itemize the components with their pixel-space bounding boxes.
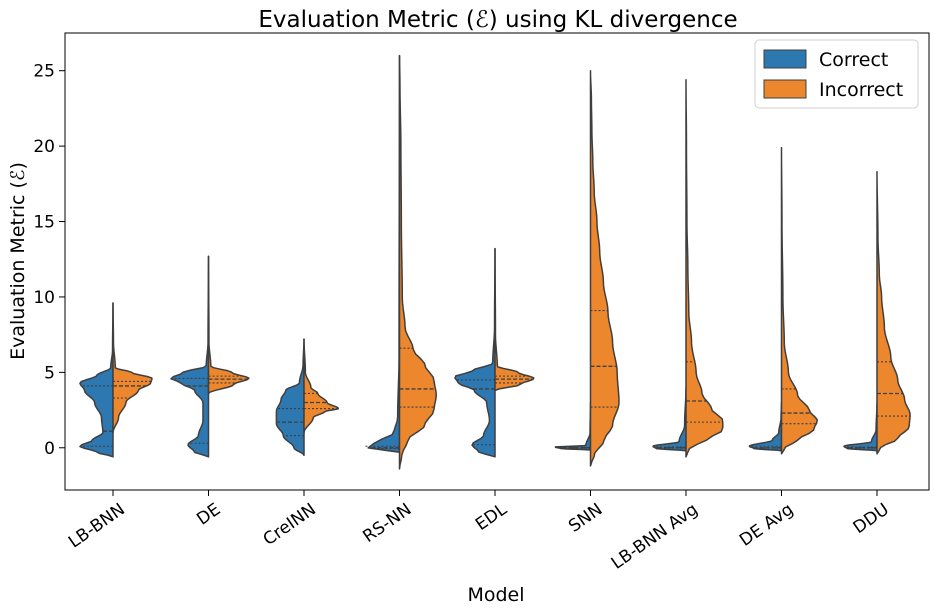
violin-correct-lb-bnn	[79, 302, 114, 458]
violin-incorrect-creinn	[303, 338, 340, 434]
violins-layer	[79, 54, 911, 470]
violin-correct-rs-nn	[367, 54, 401, 454]
y-tick-label: 0	[44, 439, 55, 459]
y-tick-label: 10	[33, 288, 55, 308]
y-tick-label: 15	[33, 213, 55, 233]
violin-correct-ddu	[843, 401, 878, 452]
violin-incorrect-de	[207, 255, 250, 395]
violin-incorrect-edl	[494, 247, 535, 392]
plot-area-frame	[64, 32, 930, 491]
x-tick-label-snn: SNN	[565, 500, 606, 537]
y-tick-label: 20	[33, 137, 55, 157]
violin-correct-de	[170, 255, 210, 458]
violin-correct-lb-bnn-avg	[652, 386, 687, 452]
legend-label-correct: Correct	[819, 49, 888, 71]
violin-correct-creinn	[275, 338, 305, 457]
legend-label-incorrect: Incorrect	[819, 79, 903, 101]
violin-incorrect-lb-bnn-avg	[685, 79, 724, 458]
violin-correct-edl	[454, 247, 496, 458]
violin-incorrect-lb-bnn	[112, 302, 153, 434]
x-tick-label-ddu: DDU	[850, 500, 893, 539]
x-tick-label-rs-nn: RS-NN	[359, 500, 415, 547]
legend-swatch-incorrect	[763, 79, 807, 99]
x-tick-label-lb-bnn: LB-BNN	[65, 500, 129, 553]
violin-incorrect-de-avg	[780, 146, 818, 455]
legend: Correct Incorrect	[754, 39, 919, 109]
violin-incorrect-rs-nn	[398, 54, 438, 470]
x-axis-label: Model	[467, 584, 524, 606]
x-tick-label-lb-bnn-avg: LB-BNN Avg	[608, 500, 702, 574]
violin-correct-snn	[554, 401, 592, 451]
x-tick-label-edl: EDL	[472, 499, 511, 535]
y-axis-label: Evaluation Metric (ℰ)	[7, 162, 29, 360]
x-axis: LB-BNN DE CreINN RS-NN EDL SNN LB-BNN Avg DE Av…	[65, 490, 893, 574]
x-tick-label-de: DE	[193, 500, 224, 530]
y-tick-label: 25	[33, 62, 55, 82]
violin-correct-de-avg	[748, 401, 783, 452]
x-tick-label-creinn: CreINN	[260, 500, 320, 550]
x-tick-label-de-avg: DE Avg	[736, 500, 797, 551]
violin-incorrect-ddu	[876, 171, 911, 455]
legend-swatch-correct	[763, 49, 807, 69]
violin-incorrect-snn	[589, 69, 620, 467]
y-axis: 0 5 10 15 20 25	[33, 62, 65, 459]
y-tick-label: 5	[44, 363, 55, 383]
chart-title: Evaluation Metric (ℰ) using KL divergenc…	[258, 7, 737, 33]
